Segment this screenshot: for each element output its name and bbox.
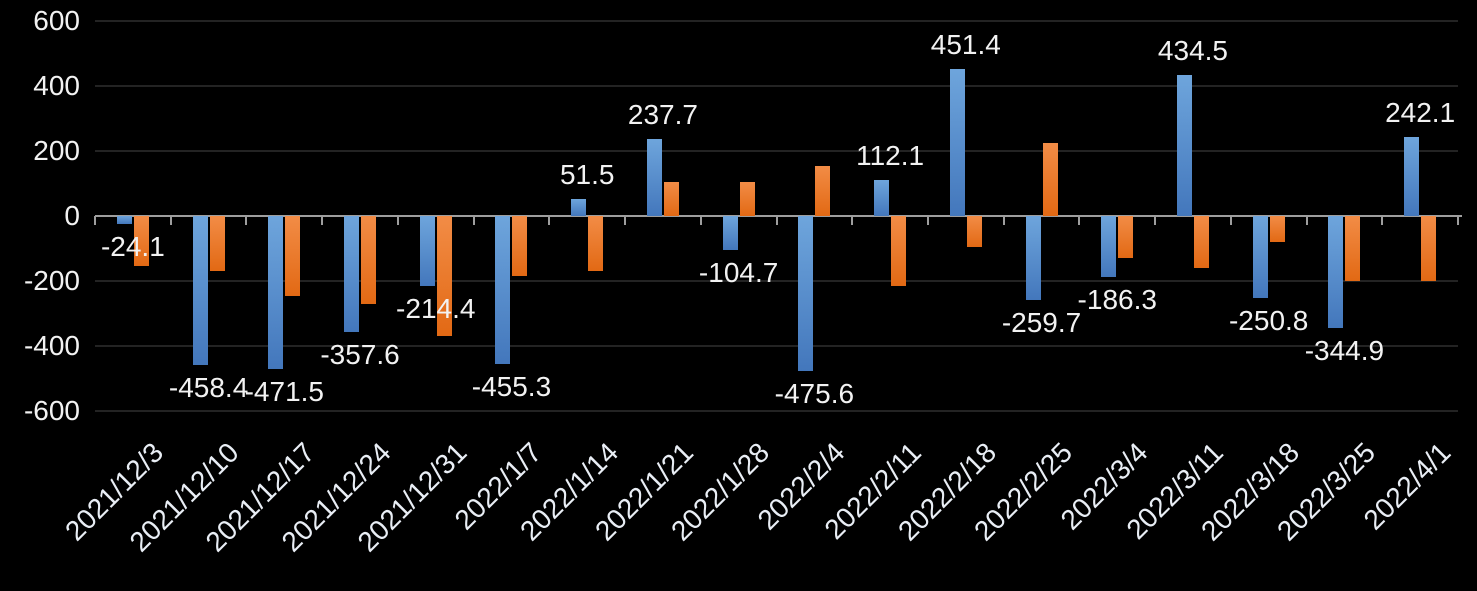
x-axis-tick — [548, 216, 551, 225]
x-axis-tick — [851, 216, 854, 225]
y-axis-tick-label: 600 — [33, 5, 80, 36]
orange-bar — [1118, 216, 1134, 259]
blue-bar — [949, 69, 965, 216]
x-axis-tick — [472, 216, 475, 225]
blue-bar — [268, 216, 284, 370]
orange-bar — [1269, 216, 1285, 242]
orange-bar — [512, 216, 528, 277]
data-label: -344.9 — [1304, 335, 1385, 367]
orange-bar — [588, 216, 604, 272]
data-label: 451.4 — [930, 29, 1001, 61]
y-axis-tick-label: -600 — [23, 395, 80, 426]
blue-bar — [798, 216, 814, 371]
y-gridline — [95, 280, 1458, 282]
x-axis-line — [95, 215, 1462, 217]
data-label: 237.7 — [627, 98, 698, 130]
data-label: -186.3 — [1077, 283, 1157, 315]
blue-bar — [1404, 137, 1420, 216]
orange-bar — [966, 216, 982, 247]
orange-bar — [1345, 216, 1361, 281]
x-axis-tick — [699, 216, 702, 225]
x-axis-tick — [94, 216, 96, 225]
data-label: 112.1 — [856, 139, 925, 171]
orange-bar — [663, 181, 679, 216]
blue-bar — [419, 216, 435, 286]
data-label: 434.5 — [1157, 34, 1229, 66]
blue-bar — [1328, 216, 1344, 329]
blue-bar — [1025, 216, 1041, 301]
orange-bar — [1421, 216, 1437, 281]
y-gridline — [95, 345, 1458, 347]
blue-bar — [192, 216, 208, 365]
y-axis-tick-label: 200 — [33, 135, 80, 166]
data-label: -250.8 — [1228, 304, 1309, 336]
blue-bar — [495, 216, 511, 364]
x-axis-tick — [1002, 216, 1005, 225]
orange-bar — [1193, 216, 1209, 268]
data-label: 51.5 — [559, 159, 615, 191]
x-axis-tick — [1457, 216, 1459, 225]
y-gridline — [95, 150, 1458, 152]
data-label: -475.6 — [774, 377, 855, 409]
data-label: -259.7 — [1001, 307, 1082, 339]
orange-bar — [739, 181, 755, 216]
y-axis-tick-label: -400 — [23, 330, 80, 361]
orange-bar — [285, 216, 301, 296]
x-axis-tick — [245, 216, 248, 225]
blue-bar — [116, 216, 132, 224]
blue-bar — [722, 216, 738, 251]
data-label: -24.1 — [100, 230, 165, 262]
x-axis-tick — [321, 216, 324, 225]
y-gridline — [95, 410, 1458, 412]
x-axis-tick — [1078, 216, 1081, 225]
blue-bar — [344, 216, 360, 333]
x-axis-tick — [926, 216, 929, 225]
y-gridline — [95, 20, 1458, 22]
y-axis-tick-label: -200 — [23, 265, 80, 296]
orange-bar — [815, 165, 831, 216]
data-label: -455.3 — [471, 370, 552, 402]
orange-bar — [209, 216, 225, 272]
data-label: -214.4 — [396, 292, 476, 324]
y-axis-tick-label: 0 — [64, 200, 80, 231]
orange-bar — [361, 216, 377, 304]
blue-bar — [1252, 216, 1268, 298]
x-axis-tick — [169, 216, 172, 225]
data-label: 242.1 — [1385, 97, 1456, 129]
x-axis-tick — [1381, 216, 1384, 225]
orange-bar — [1042, 142, 1058, 216]
y-gridline — [95, 85, 1458, 87]
orange-bar — [133, 216, 149, 267]
data-label: -458.4 — [168, 371, 249, 403]
blue-bar — [571, 199, 587, 216]
orange-bar — [436, 216, 452, 337]
data-label: -471.5 — [244, 376, 324, 408]
blue-bar — [874, 179, 890, 216]
data-label: -104.7 — [698, 257, 779, 289]
orange-bar — [891, 216, 907, 286]
y-axis-tick-label: 400 — [33, 70, 80, 101]
x-axis-tick — [1154, 216, 1157, 225]
x-axis-tick — [775, 216, 778, 225]
data-label: -357.6 — [320, 339, 400, 371]
x-axis-tick — [396, 216, 399, 225]
x-axis-tick — [624, 216, 627, 225]
x-axis-tick — [1229, 216, 1232, 225]
blue-bar — [646, 138, 662, 216]
blue-bar — [1176, 74, 1192, 216]
x-axis-tick — [1305, 216, 1308, 225]
blue-bar — [1101, 216, 1117, 277]
